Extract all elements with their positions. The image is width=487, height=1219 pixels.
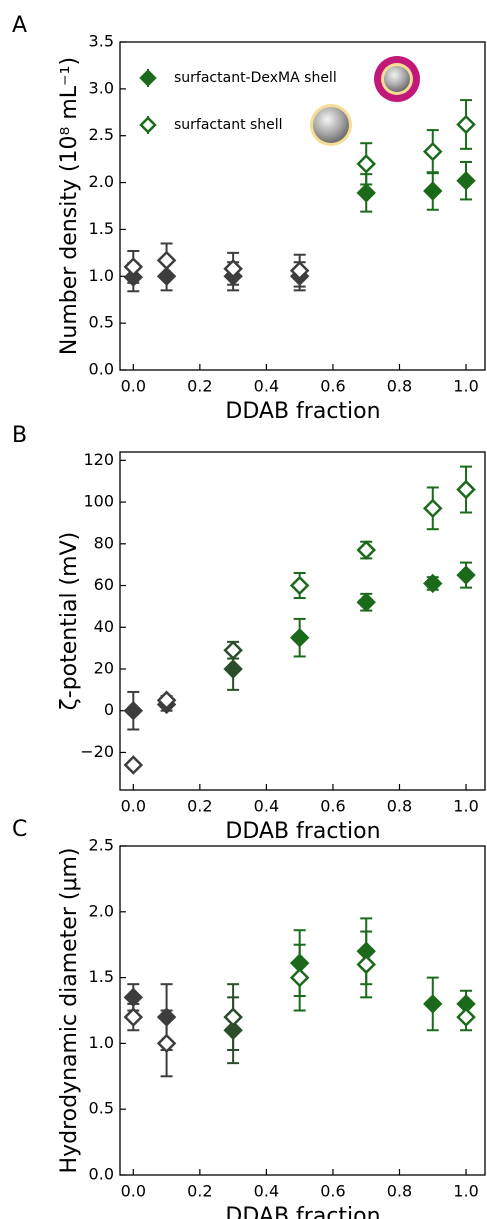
- y-tick-label: 2.5: [89, 836, 114, 855]
- marker: [422, 141, 443, 162]
- marker: [156, 250, 177, 271]
- marker: [156, 690, 177, 711]
- marker: [356, 183, 376, 203]
- y-axis-label: ζ-potential (mV): [57, 532, 82, 710]
- marker: [356, 592, 376, 612]
- marker: [289, 627, 310, 648]
- x-tick-label: 0.0: [121, 1182, 146, 1201]
- x-tick-label: 0.6: [320, 1182, 345, 1201]
- marker: [456, 170, 476, 191]
- core-shell-icon: [374, 56, 420, 102]
- marker: [356, 154, 376, 174]
- marker: [356, 954, 376, 975]
- marker: [289, 575, 310, 596]
- x-tick-label: 0.4: [254, 1182, 279, 1201]
- marker: [423, 994, 443, 1014]
- y-tick-label: 1.0: [89, 1033, 114, 1052]
- legend-label: surfactant-DexMA shell: [174, 70, 337, 86]
- marker: [422, 498, 443, 519]
- marker: [356, 540, 376, 560]
- y-tick-label: 1.5: [89, 219, 114, 238]
- y-tick-label: 1.5: [89, 967, 114, 986]
- x-axis-label: DDAB fraction: [225, 1204, 380, 1219]
- x-axis-label: DDAB fraction: [225, 399, 380, 424]
- marker: [123, 755, 144, 775]
- marker: [223, 640, 243, 660]
- x-tick-label: 1.0: [453, 1182, 478, 1201]
- y-tick-label: 2.0: [89, 901, 114, 920]
- marker: [123, 1007, 144, 1027]
- marker: [423, 181, 443, 201]
- x-tick-label: 0.4: [254, 377, 279, 396]
- x-tick-label: 0.6: [320, 377, 345, 396]
- y-tick-label: 0.5: [89, 1099, 114, 1118]
- y-tick-label: −20: [80, 742, 114, 761]
- x-tick-label: 1.0: [453, 377, 478, 396]
- x-tick-label: 0.4: [254, 797, 279, 816]
- x-tick-label: 0.0: [121, 797, 146, 816]
- x-tick-label: 0.2: [187, 377, 212, 396]
- marker: [223, 259, 243, 279]
- legend-marker: [139, 116, 157, 134]
- y-tick-label: 1.0: [89, 266, 114, 285]
- x-tick-label: 0.2: [187, 1182, 212, 1201]
- marker: [123, 701, 144, 721]
- y-tick-label: 0.0: [89, 360, 114, 379]
- plot-frame: [119, 451, 486, 791]
- x-tick-label: 0.8: [387, 1182, 412, 1201]
- marker: [456, 479, 476, 500]
- y-tick-label: 100: [83, 492, 114, 511]
- panel-label: B: [12, 423, 27, 448]
- x-tick-label: 1.0: [453, 797, 478, 816]
- marker: [123, 257, 144, 277]
- y-tick-label: 20: [94, 658, 114, 677]
- y-tick-label: 3.0: [89, 78, 114, 97]
- y-tick-label: 2.5: [89, 125, 114, 144]
- y-tick-label: 0.0: [89, 1165, 114, 1184]
- y-tick-label: 0: [104, 700, 114, 719]
- panel-label: A: [12, 13, 27, 38]
- legend-marker: [139, 69, 157, 87]
- y-tick-label: 120: [83, 450, 114, 469]
- marker: [223, 1007, 243, 1027]
- marker: [156, 1033, 177, 1054]
- plot-frame: [119, 41, 486, 371]
- legend-label: surfactant shell: [174, 117, 283, 133]
- x-tick-label: 0.0: [121, 377, 146, 396]
- panel-label: C: [12, 817, 27, 842]
- marker: [456, 1007, 476, 1027]
- marker: [456, 565, 476, 585]
- y-tick-label: 0.5: [89, 313, 114, 332]
- shell-icon: [310, 104, 352, 146]
- y-tick-label: 80: [94, 533, 114, 552]
- y-tick-label: 2.0: [89, 172, 114, 191]
- marker: [223, 659, 243, 679]
- y-axis-label: Number density (10⁸ mL⁻¹): [57, 57, 82, 355]
- plot-frame: [119, 845, 486, 1176]
- x-tick-label: 0.8: [387, 377, 412, 396]
- marker: [289, 967, 310, 988]
- y-tick-label: 60: [94, 575, 114, 594]
- y-tick-label: 40: [94, 617, 114, 636]
- x-tick-label: 0.8: [387, 797, 412, 816]
- marker: [289, 260, 310, 281]
- marker: [456, 114, 476, 135]
- x-tick-label: 0.6: [320, 797, 345, 816]
- marker: [423, 573, 443, 594]
- x-tick-label: 0.2: [187, 797, 212, 816]
- x-axis-label: DDAB fraction: [225, 819, 380, 844]
- y-axis-label: Hydrodynamic diameter (μm): [57, 848, 82, 1174]
- y-tick-label: 3.5: [89, 32, 114, 51]
